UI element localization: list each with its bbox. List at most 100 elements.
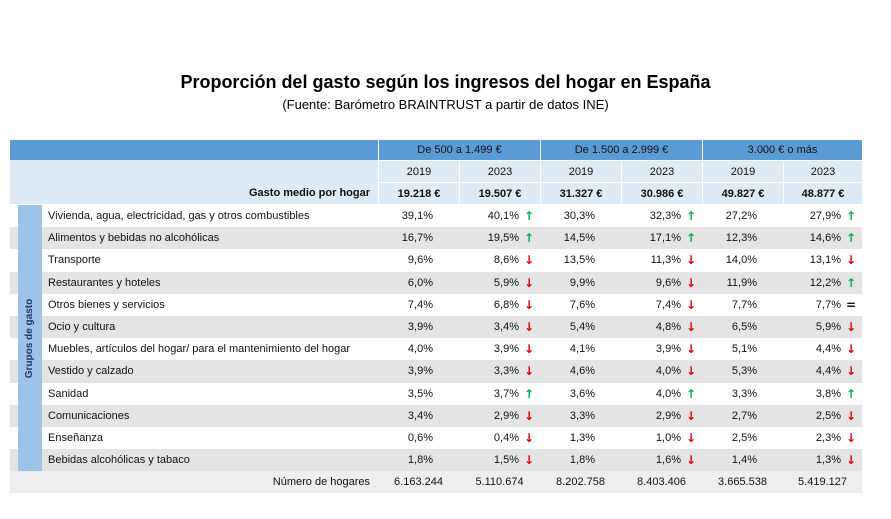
trend-arrow: ↓ — [685, 253, 697, 268]
row-value: 2,3% ↓ — [783, 427, 862, 449]
row-label: Otros bienes y servicios — [48, 298, 165, 311]
year-header: 2019 — [378, 160, 459, 182]
trend-arrow: ↓ — [523, 408, 535, 423]
trend-arrow: ↓ — [845, 253, 857, 268]
trend-arrow: ↓ — [523, 453, 535, 468]
value: 5,9% — [493, 276, 519, 289]
row-label: Restaurantes y hoteles — [48, 276, 161, 289]
trend-arrow: ↓ — [845, 408, 857, 423]
value: 0,4% — [493, 432, 519, 445]
value: 3,6% — [569, 387, 595, 400]
value: 7,6% — [569, 298, 595, 311]
row-value: 3,7% ↑ — [459, 383, 540, 405]
value: 3,3% — [569, 409, 595, 422]
value: 7,7% — [731, 298, 757, 311]
value: 12,3% — [725, 232, 757, 245]
value: 1,3% — [569, 432, 595, 445]
row-value: 17,1% ↑ — [621, 227, 702, 249]
value: 5,3% — [731, 365, 757, 378]
households-value: 8.202.758 — [556, 476, 605, 489]
value: 2,3% — [815, 432, 841, 445]
value: 5,1% — [731, 343, 757, 356]
value: 11,9% — [726, 276, 757, 289]
row-bg — [10, 271, 862, 294]
value: 13,5% — [563, 254, 595, 267]
trend-arrow: ↑ — [523, 209, 535, 224]
value: 6,0% — [407, 276, 433, 289]
trend-arrow: ↑ — [845, 275, 857, 290]
value: 4,1% — [569, 343, 595, 356]
side-label: Grupos de gasto — [18, 205, 42, 472]
row-value: 1,3% ↓ — [783, 449, 862, 471]
row-bg — [10, 449, 862, 472]
value: 3,8% — [815, 387, 841, 400]
value: 3,3% — [493, 365, 519, 378]
trend-arrow: ↓ — [845, 364, 857, 379]
value: 4,0% — [655, 387, 681, 400]
value: 9,9% — [569, 276, 595, 289]
value: 1,3% — [815, 454, 841, 467]
row-value: 2,5% ↓ — [783, 405, 862, 427]
trend-arrow: ↓ — [685, 453, 697, 468]
year-header: 2023 — [783, 160, 862, 182]
trend-arrow: ↓ — [685, 364, 697, 379]
row-value: 4,6% — [540, 360, 621, 382]
row-bg — [10, 382, 862, 405]
value: 32,3% — [649, 210, 681, 223]
value: 3,4% — [493, 321, 519, 334]
row-bg — [10, 249, 862, 272]
row-value: 4,4% ↓ — [783, 338, 862, 360]
row-value: 14,0% — [702, 249, 783, 271]
average-value: 49.827 € — [702, 182, 783, 204]
row-value: 3,3% ↓ — [459, 360, 540, 382]
trend-arrow: ↑ — [685, 209, 697, 224]
trend-arrow: ↓ — [523, 431, 535, 446]
value: 3,9% — [407, 365, 433, 378]
trend-arrow: ↓ — [685, 431, 697, 446]
trend-arrow: ↓ — [845, 453, 857, 468]
row-value: 8,6% ↓ — [459, 249, 540, 271]
average-value: 30.986 € — [621, 182, 702, 204]
row-bg — [10, 293, 862, 316]
row-bg — [10, 316, 862, 339]
value: 27,9% — [809, 210, 841, 223]
row-label: Enseñanza — [48, 432, 104, 445]
group-header: De 500 a 1.499 € — [378, 140, 540, 160]
row-value: 9,6% — [378, 249, 459, 271]
row-value: 1,8% — [378, 449, 459, 471]
value: 5,4% — [569, 321, 595, 334]
row-value: 27,2% — [702, 205, 783, 227]
year-header: 2019 — [540, 160, 621, 182]
header-blank — [10, 140, 378, 160]
row-value: 5,4% — [540, 316, 621, 338]
trend-arrow: ↓ — [845, 320, 857, 335]
value: 1,0% — [655, 432, 681, 445]
value: 2,5% — [815, 409, 841, 422]
row-value: 2,7% — [702, 405, 783, 427]
trend-arrow: ↑ — [685, 231, 697, 246]
year-header: 2019 — [702, 160, 783, 182]
row-value: 3,5% — [378, 383, 459, 405]
row-value: 6,0% — [378, 272, 459, 294]
row-value: 9,9% — [540, 272, 621, 294]
title: Proporción del gasto según los ingresos … — [180, 72, 711, 92]
trend-arrow: ↓ — [523, 297, 535, 312]
row-value: 3,3% — [702, 383, 783, 405]
row-value: 1,4% — [702, 449, 783, 471]
row-value: 16,7% — [378, 227, 459, 249]
row-value: 1,5% ↓ — [459, 449, 540, 471]
row-value: 5,3% — [702, 360, 783, 382]
row-value: 9,6% ↓ — [621, 272, 702, 294]
row-value: 27,9% ↑ — [783, 205, 862, 227]
value: 27,2% — [725, 210, 757, 223]
row-label: Sanidad — [48, 387, 89, 400]
trend-arrow: ↓ — [523, 275, 535, 290]
average-value: 31.327 € — [540, 182, 621, 204]
row-value: 12,2% ↑ — [783, 272, 862, 294]
row-bg — [10, 427, 862, 450]
row-label: Comunicaciones — [48, 409, 130, 422]
side-label-text: Grupos de gasto — [24, 298, 36, 378]
value: 1,8% — [569, 454, 595, 467]
value: 7,4% — [407, 298, 433, 311]
average-value: 48.877 € — [783, 182, 862, 204]
